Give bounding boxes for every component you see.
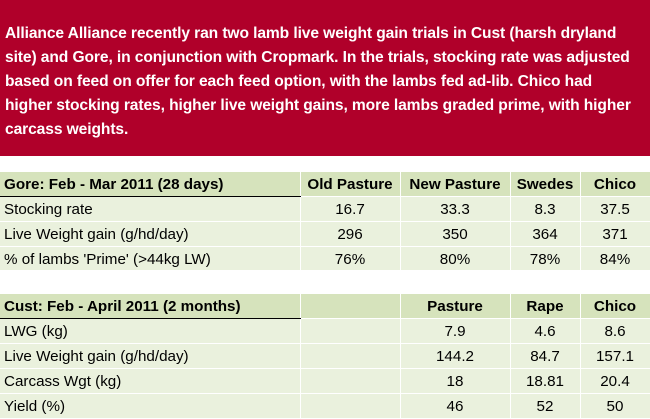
cust-trial-table: Cust: Feb - April 2011 (2 months) Pastur… bbox=[0, 294, 650, 419]
cell-value: 8.6 bbox=[580, 318, 650, 344]
cell-value: 20.4 bbox=[580, 368, 650, 394]
cell-value: 50 bbox=[580, 393, 650, 419]
cell-value: 52 bbox=[510, 393, 581, 419]
table-row: Live Weight gain (g/hd/day) 296 350 364 … bbox=[0, 221, 650, 247]
cell-value bbox=[300, 343, 401, 369]
cell-value: 37.5 bbox=[580, 196, 650, 222]
cell-value: 144.2 bbox=[400, 343, 511, 369]
row-label: % of lambs 'Prime' (>44kg LW) bbox=[0, 246, 301, 272]
cust-col-chico: Chico bbox=[580, 294, 650, 319]
cust-header-row: Cust: Feb - April 2011 (2 months) Pastur… bbox=[0, 294, 650, 319]
row-label: Live Weight gain (g/hd/day) bbox=[0, 221, 301, 247]
cell-value bbox=[300, 368, 401, 394]
row-label: Stocking rate bbox=[0, 196, 301, 222]
row-label: Carcass Wgt (kg) bbox=[0, 368, 301, 394]
cell-value: 350 bbox=[400, 221, 511, 247]
row-label: Live Weight gain (g/hd/day) bbox=[0, 343, 301, 369]
table-row: Yield (%) 46 52 50 bbox=[0, 393, 650, 419]
cust-col-rape: Rape bbox=[510, 294, 581, 319]
cust-col-empty bbox=[300, 294, 401, 319]
cell-value: 371 bbox=[580, 221, 650, 247]
cell-value: 18.81 bbox=[510, 368, 581, 394]
cell-value: 157.1 bbox=[580, 343, 650, 369]
intro-banner: Alliance Alliance recently ran two lamb … bbox=[0, 0, 650, 156]
cell-value: 7.9 bbox=[400, 318, 511, 344]
gore-col-chico: Chico bbox=[580, 172, 650, 197]
cell-value: 33.3 bbox=[400, 196, 511, 222]
gore-trial-table: Gore: Feb - Mar 2011 (28 days) Old Pastu… bbox=[0, 172, 650, 272]
cell-value: 8.3 bbox=[510, 196, 581, 222]
gore-col-old-pasture: Old Pasture bbox=[300, 172, 401, 197]
cell-value: 80% bbox=[400, 246, 511, 272]
cell-value bbox=[300, 318, 401, 344]
gore-col-swedes: Swedes bbox=[510, 172, 581, 197]
row-label: LWG (kg) bbox=[0, 318, 301, 344]
cust-title: Cust: Feb - April 2011 (2 months) bbox=[0, 294, 301, 319]
cust-col-pasture: Pasture bbox=[400, 294, 511, 319]
table-row: Carcass Wgt (kg) 18 18.81 20.4 bbox=[0, 368, 650, 394]
cell-value: 364 bbox=[510, 221, 581, 247]
gore-title: Gore: Feb - Mar 2011 (28 days) bbox=[0, 172, 301, 197]
intro-text: Alliance Alliance recently ran two lamb … bbox=[5, 25, 631, 138]
row-label: Yield (%) bbox=[0, 393, 301, 419]
cell-value: 16.7 bbox=[300, 196, 401, 222]
table-row: LWG (kg) 7.9 4.6 8.6 bbox=[0, 318, 650, 344]
table-row: % of lambs 'Prime' (>44kg LW) 76% 80% 78… bbox=[0, 246, 650, 272]
cell-value: 46 bbox=[400, 393, 511, 419]
cell-value: 18 bbox=[400, 368, 511, 394]
spacer bbox=[0, 270, 650, 294]
cell-value: 84% bbox=[580, 246, 650, 272]
cell-value: 78% bbox=[510, 246, 581, 272]
table-row: Live Weight gain (g/hd/day) 144.2 84.7 1… bbox=[0, 343, 650, 369]
cell-value: 4.6 bbox=[510, 318, 581, 344]
gore-col-new-pasture: New Pasture bbox=[400, 172, 511, 197]
gore-header-row: Gore: Feb - Mar 2011 (28 days) Old Pastu… bbox=[0, 172, 650, 197]
cell-value: 76% bbox=[300, 246, 401, 272]
cell-value: 84.7 bbox=[510, 343, 581, 369]
spacer bbox=[0, 156, 650, 172]
cell-value bbox=[300, 393, 401, 419]
cell-value: 296 bbox=[300, 221, 401, 247]
table-row: Stocking rate 16.7 33.3 8.3 37.5 bbox=[0, 196, 650, 222]
